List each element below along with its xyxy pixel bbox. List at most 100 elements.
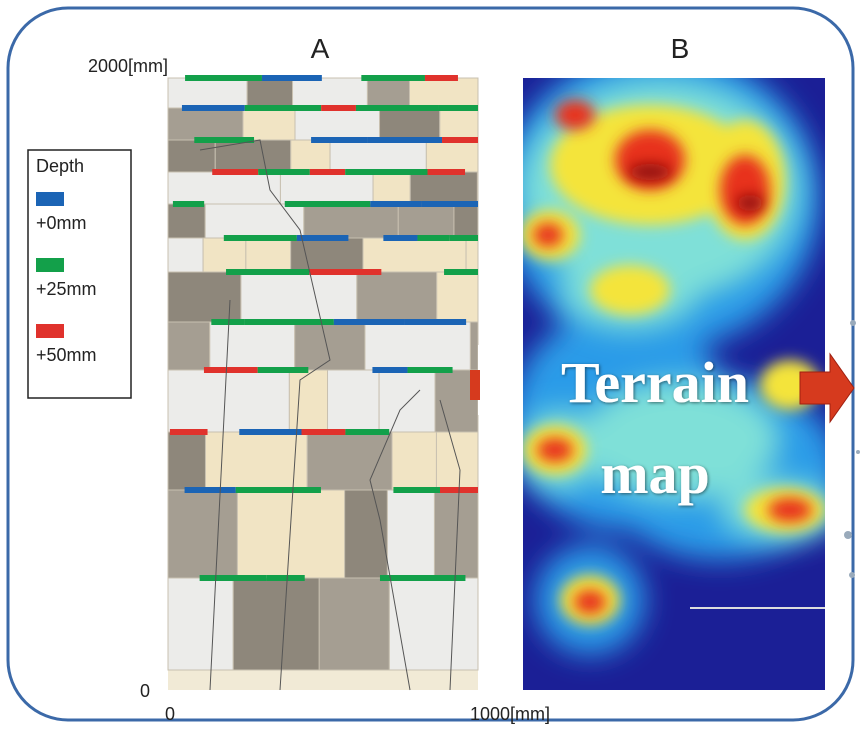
block (465, 237, 479, 273)
block (364, 321, 471, 371)
block (292, 77, 368, 109)
block (378, 369, 436, 433)
block (469, 321, 479, 371)
block (372, 171, 411, 205)
block (202, 237, 247, 273)
depth-bar (367, 137, 443, 143)
block (408, 77, 479, 109)
block (433, 489, 479, 579)
depth-bar (266, 575, 305, 581)
arrow (470, 358, 480, 412)
block (240, 271, 358, 323)
block (294, 321, 366, 371)
depth-bar (296, 235, 349, 241)
arrow (799, 352, 855, 424)
block (245, 237, 292, 273)
block (344, 489, 388, 579)
depth-bar (309, 269, 382, 275)
block (388, 577, 479, 671)
block (386, 489, 435, 579)
block (303, 203, 399, 239)
legend-label: +0mm (36, 213, 87, 233)
depth-bar (407, 367, 453, 373)
block (366, 77, 410, 109)
depth-bar (258, 169, 310, 175)
legend-label: +50mm (36, 345, 97, 365)
depth-bar (199, 575, 267, 581)
axis-label: 1000[mm] (470, 704, 550, 724)
block (397, 203, 455, 239)
block (246, 77, 294, 109)
block (409, 171, 478, 205)
depth-bar (184, 487, 236, 493)
heatmap (523, 78, 825, 690)
block (236, 489, 346, 579)
depth-bar (223, 235, 297, 241)
block (232, 577, 320, 671)
depth-bar (417, 235, 450, 241)
depth-bar (181, 105, 245, 111)
depth-bar (427, 169, 466, 175)
block (167, 77, 248, 109)
depth-bar (212, 169, 259, 175)
block (204, 203, 305, 239)
depth-bar (311, 137, 368, 143)
depth-bar (372, 367, 408, 373)
block (439, 107, 479, 141)
depth-bar (169, 429, 208, 435)
block (167, 321, 211, 371)
overlay-text: map (600, 441, 710, 506)
depth-bar (244, 105, 322, 111)
block (329, 139, 427, 173)
block (425, 139, 479, 173)
depth-bar (345, 429, 390, 435)
depth-bar (309, 169, 346, 175)
block (167, 271, 242, 323)
depth-bar (257, 367, 309, 373)
block (209, 321, 296, 371)
block (242, 107, 296, 141)
depth-bar (444, 269, 478, 275)
block (167, 171, 281, 205)
legend-label: +25mm (36, 279, 97, 299)
block (306, 431, 393, 491)
block (288, 369, 329, 433)
depth-bar (301, 429, 346, 435)
block (167, 577, 234, 671)
depth-bar (323, 201, 371, 207)
depth-bar (333, 319, 405, 325)
block (318, 577, 390, 671)
depth-bar (355, 105, 439, 111)
depth-bar (361, 75, 425, 81)
block (290, 139, 331, 173)
depth-bar (379, 575, 466, 581)
block (167, 139, 216, 173)
block (327, 369, 380, 433)
block (453, 203, 479, 239)
overlay-text: Terrain (561, 350, 749, 415)
block (167, 431, 206, 491)
depth-bar (226, 269, 310, 275)
depth-bar (203, 367, 258, 373)
block (167, 489, 238, 579)
block (436, 271, 479, 323)
block (167, 107, 244, 141)
depth-bar (421, 201, 478, 207)
dots (844, 320, 860, 578)
legend: Depth +0mm +25mm +50mm (27, 149, 132, 399)
depth-bar (449, 235, 478, 241)
depth-bar (244, 319, 334, 325)
depth-bar (393, 487, 440, 493)
panel-title: A (311, 33, 330, 64)
depth-bar (261, 75, 322, 81)
depth-bar (211, 319, 245, 325)
depth-bar (284, 201, 324, 207)
panel-a (167, 75, 479, 691)
depth-bar (438, 105, 478, 111)
depth-bar (235, 487, 321, 493)
block (279, 171, 374, 205)
legend-swatch (36, 192, 64, 206)
legend-title: Depth (36, 156, 84, 176)
